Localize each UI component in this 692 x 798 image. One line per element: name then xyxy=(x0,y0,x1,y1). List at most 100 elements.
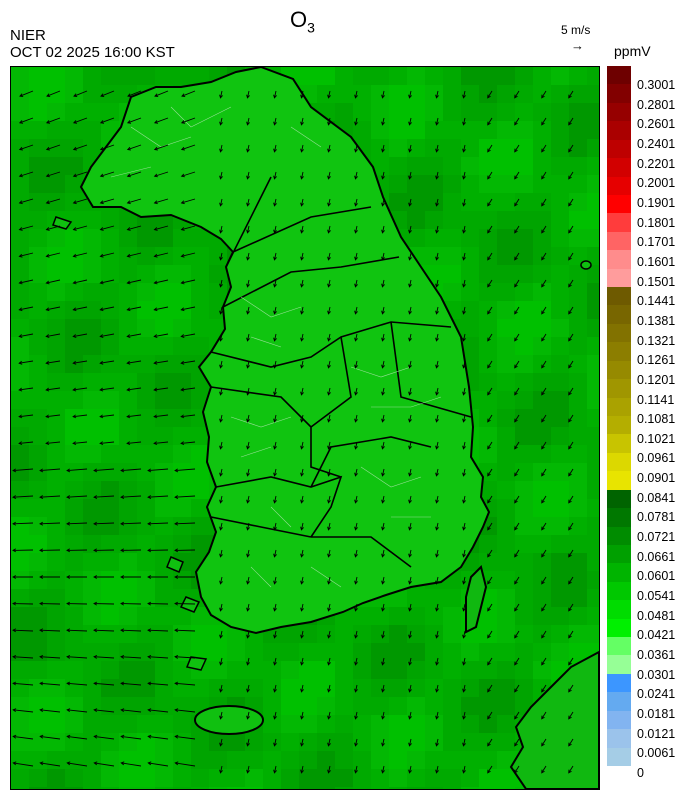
wind-arrow xyxy=(355,630,358,638)
concentration-cell xyxy=(155,67,173,85)
concentration-cell xyxy=(479,535,497,553)
concentration-cell xyxy=(245,679,263,697)
concentration-cell xyxy=(443,679,461,697)
wind-arrow xyxy=(121,682,142,686)
wind-arrow xyxy=(436,468,439,476)
wind-arrow xyxy=(120,629,142,632)
concentration-cell xyxy=(119,283,137,301)
wind-arrow xyxy=(541,630,547,639)
wind-arrow xyxy=(355,495,358,503)
concentration-cell xyxy=(569,337,587,355)
concentration-cell xyxy=(173,787,191,789)
concentration-cell xyxy=(497,679,515,697)
wind-arrow xyxy=(487,495,493,504)
wind-arrow-head xyxy=(127,93,132,98)
wind-arrow xyxy=(220,495,223,503)
wind-arrow-head xyxy=(514,661,518,666)
wind-arrow-head xyxy=(354,445,358,450)
wind-arrow xyxy=(487,414,493,423)
wind-arrow xyxy=(487,252,493,261)
concentration-cell xyxy=(83,463,101,481)
wind-arrow-head xyxy=(354,715,358,720)
concentration-cell xyxy=(29,625,47,643)
wind-arrow xyxy=(541,576,547,585)
wind-arrow-head xyxy=(45,334,50,338)
wind-arrow xyxy=(328,171,331,179)
concentration-cell xyxy=(119,643,137,661)
wind-arrow-head xyxy=(219,202,223,207)
wind-arrow xyxy=(247,765,250,773)
wind-arrow xyxy=(382,144,385,152)
wind-arrow xyxy=(40,468,61,472)
concentration-cell xyxy=(371,643,389,661)
wind-arrow-head xyxy=(18,334,23,338)
concentration-cell xyxy=(47,697,65,715)
wind-arrow xyxy=(127,144,142,150)
wind-arrow xyxy=(121,709,142,713)
wind-arrow-head xyxy=(273,742,277,747)
wind-arrow xyxy=(436,90,439,98)
concentration-cell xyxy=(407,607,425,625)
wind-arrow-head xyxy=(354,121,358,126)
wind-arrow-head xyxy=(300,742,304,747)
concentration-cell xyxy=(371,625,389,643)
wind-arrow xyxy=(355,603,358,611)
wind-arrow xyxy=(355,468,358,476)
province-boundaries xyxy=(210,176,472,568)
concentration-cell xyxy=(389,175,407,193)
concentration-cell xyxy=(137,553,155,571)
concentration-cell xyxy=(515,193,533,211)
concentration-cell xyxy=(461,301,479,319)
wind-arrow-head xyxy=(435,742,439,747)
wind-arrow-head xyxy=(541,337,545,342)
map-canvas xyxy=(11,67,599,789)
wind-arrow-head xyxy=(487,715,491,720)
concentration-cell xyxy=(119,751,137,769)
wind-arrow-head xyxy=(126,280,131,285)
wind-arrow xyxy=(181,252,196,257)
wind-arrow-head xyxy=(354,472,358,477)
wind-arrow xyxy=(301,657,304,665)
wind-arrow-head xyxy=(300,499,304,504)
concentration-cell xyxy=(389,625,407,643)
concentration-cell xyxy=(353,121,371,139)
concentration-cell xyxy=(101,553,119,571)
concentration-cell xyxy=(443,85,461,103)
wind-arrow xyxy=(436,117,439,125)
concentration-cell xyxy=(47,715,65,733)
concentration-cell xyxy=(137,247,155,265)
concentration-cell xyxy=(479,553,497,571)
concentration-cell xyxy=(101,535,119,553)
wind-arrow-head xyxy=(12,761,17,766)
wind-arrow xyxy=(436,144,439,152)
wind-arrow xyxy=(487,522,493,531)
concentration-cell xyxy=(11,553,29,571)
wind-arrow-head xyxy=(126,307,131,312)
wind-arrow-head xyxy=(18,227,23,231)
wind-arrow xyxy=(127,225,142,231)
colorbar-segment xyxy=(607,194,631,214)
wind-arrow xyxy=(247,279,250,287)
wind-arrow xyxy=(73,333,88,337)
wind-arrow xyxy=(220,360,223,368)
ozone-map[interactable] xyxy=(10,66,600,790)
wind-arrow xyxy=(100,360,115,364)
wind-arrow xyxy=(46,360,61,364)
concentration-cell xyxy=(137,481,155,499)
concentration-cell xyxy=(65,463,83,481)
wind-arrow xyxy=(514,90,520,99)
concentration-cell xyxy=(47,301,65,319)
wind-arrow xyxy=(274,171,277,179)
wind-arrow xyxy=(463,495,466,503)
wind-arrow-head xyxy=(300,283,304,288)
concentration-cell xyxy=(47,445,65,463)
wind-arrow xyxy=(328,549,331,557)
concentration-cell xyxy=(47,661,65,679)
wind-arrow-head xyxy=(45,227,50,231)
concentration-cell xyxy=(515,67,533,85)
concentration-cell xyxy=(47,481,65,499)
concentration-cell xyxy=(47,463,65,481)
concentration-cell xyxy=(497,697,515,715)
concentration-cell xyxy=(515,787,533,789)
wind-arrow-head xyxy=(435,418,439,423)
